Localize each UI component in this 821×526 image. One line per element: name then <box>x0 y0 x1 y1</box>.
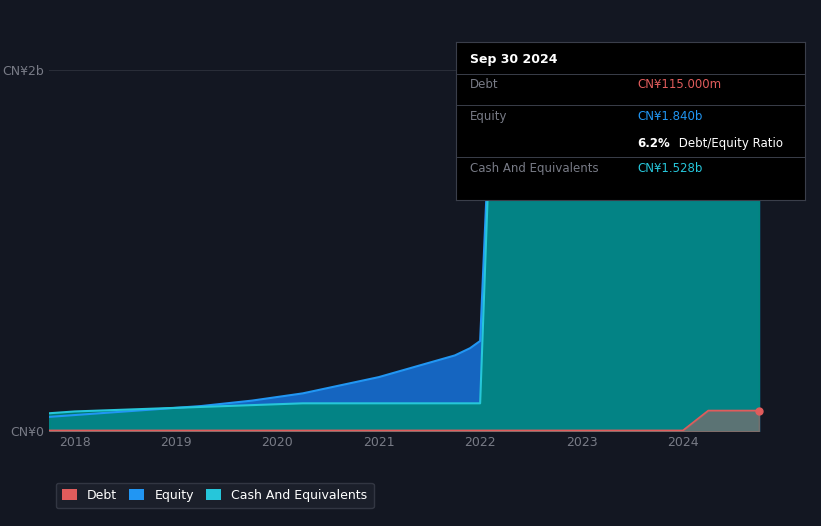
Text: Equity: Equity <box>470 110 507 123</box>
Text: Debt/Equity Ratio: Debt/Equity Ratio <box>676 137 783 150</box>
Text: Cash And Equivalents: Cash And Equivalents <box>470 162 599 175</box>
Legend: Debt, Equity, Cash And Equivalents: Debt, Equity, Cash And Equivalents <box>56 483 374 508</box>
Text: 6.2%: 6.2% <box>637 137 670 150</box>
Text: CN¥1.528b: CN¥1.528b <box>637 162 703 175</box>
Text: CN¥115.000m: CN¥115.000m <box>637 78 721 92</box>
Text: Debt: Debt <box>470 78 498 92</box>
Text: CN¥1.840b: CN¥1.840b <box>637 110 703 123</box>
Text: Sep 30 2024: Sep 30 2024 <box>470 53 557 66</box>
